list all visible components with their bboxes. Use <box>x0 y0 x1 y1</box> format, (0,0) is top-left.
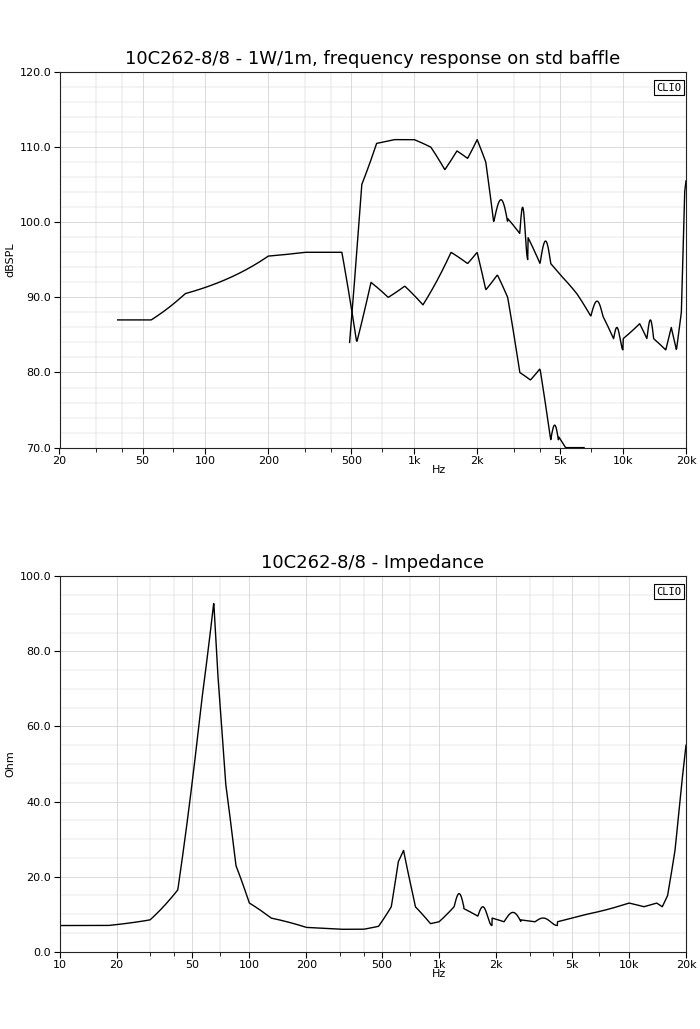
Text: Hz: Hz <box>433 968 447 979</box>
Text: CLIO: CLIO <box>657 587 682 597</box>
Title: 10C262-8/8 - 1W/1m, frequency response on std baffle: 10C262-8/8 - 1W/1m, frequency response o… <box>125 49 620 68</box>
Title: 10C262-8/8 - Impedance: 10C262-8/8 - Impedance <box>261 554 484 572</box>
Y-axis label: dBSPL: dBSPL <box>6 243 15 277</box>
Y-axis label: Ohm: Ohm <box>6 751 15 777</box>
Text: Hz: Hz <box>433 464 447 474</box>
Text: CLIO: CLIO <box>657 82 682 93</box>
